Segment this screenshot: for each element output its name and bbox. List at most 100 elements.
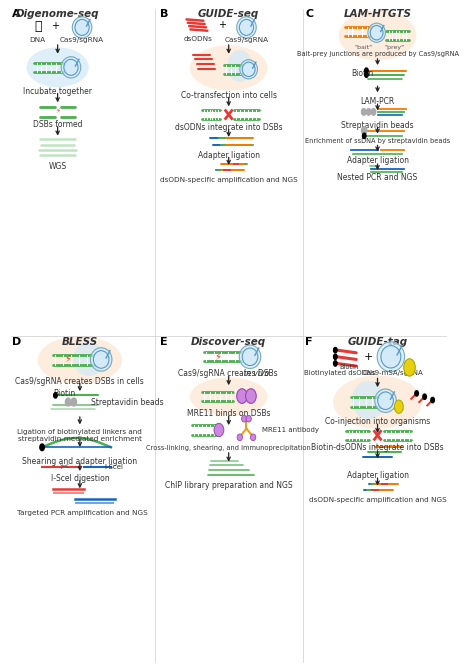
Text: Bait-prey junctions are produced by Cas9/sgRNA: Bait-prey junctions are produced by Cas9… bbox=[297, 52, 458, 57]
Ellipse shape bbox=[239, 19, 254, 36]
Circle shape bbox=[40, 444, 44, 451]
Text: DSBs formed: DSBs formed bbox=[33, 120, 82, 129]
Circle shape bbox=[334, 361, 337, 366]
Text: DNA: DNA bbox=[29, 38, 46, 44]
Ellipse shape bbox=[338, 11, 416, 60]
Text: Adapter ligation: Adapter ligation bbox=[346, 470, 409, 480]
Ellipse shape bbox=[237, 434, 243, 441]
Ellipse shape bbox=[91, 348, 112, 371]
Ellipse shape bbox=[242, 62, 255, 76]
Ellipse shape bbox=[27, 48, 89, 87]
Text: C: C bbox=[305, 9, 313, 19]
Text: A: A bbox=[12, 9, 20, 19]
Text: I-SceI digestion: I-SceI digestion bbox=[51, 474, 109, 483]
Circle shape bbox=[362, 127, 367, 135]
Ellipse shape bbox=[190, 377, 267, 416]
Circle shape bbox=[404, 359, 415, 376]
Text: Co-injection into organisms: Co-injection into organisms bbox=[325, 417, 430, 425]
Ellipse shape bbox=[242, 348, 258, 366]
Ellipse shape bbox=[237, 17, 256, 38]
Text: Biotin: Biotin bbox=[53, 389, 75, 398]
Text: Biotinylated dsODNs: Biotinylated dsODNs bbox=[304, 370, 375, 376]
Ellipse shape bbox=[239, 345, 261, 368]
Ellipse shape bbox=[214, 423, 224, 437]
Ellipse shape bbox=[190, 46, 267, 91]
Ellipse shape bbox=[73, 17, 92, 38]
Text: MRE11: MRE11 bbox=[234, 389, 255, 395]
Text: dsODNs: dsODNs bbox=[183, 36, 212, 42]
Ellipse shape bbox=[64, 59, 78, 75]
Text: "bait": "bait" bbox=[354, 46, 373, 50]
Text: Ligation of biotinylated linkers and
streptavidin-mediated enrichment: Ligation of biotinylated linkers and str… bbox=[18, 429, 142, 442]
Ellipse shape bbox=[73, 342, 104, 376]
Circle shape bbox=[365, 72, 368, 77]
Ellipse shape bbox=[381, 346, 401, 368]
Ellipse shape bbox=[333, 376, 422, 429]
Circle shape bbox=[394, 400, 403, 413]
Text: GUIDE-tag: GUIDE-tag bbox=[347, 337, 408, 347]
Text: GUIDE-seq: GUIDE-seq bbox=[198, 9, 259, 19]
Ellipse shape bbox=[228, 50, 252, 82]
Circle shape bbox=[415, 391, 419, 396]
Text: ⚡: ⚡ bbox=[214, 352, 221, 362]
Text: mSA: mSA bbox=[403, 368, 416, 372]
Text: Digenome-seq: Digenome-seq bbox=[16, 9, 100, 19]
Text: +: + bbox=[218, 19, 226, 30]
Text: D: D bbox=[12, 337, 21, 347]
Text: "prey": "prey" bbox=[384, 46, 404, 50]
Text: +: + bbox=[364, 352, 374, 362]
Text: Cas9/sgRNA creates DSBs: Cas9/sgRNA creates DSBs bbox=[178, 369, 280, 378]
Text: Cross-linking, shearing, and immunoprecipitation: Cross-linking, shearing, and immunopreci… bbox=[146, 445, 311, 451]
Ellipse shape bbox=[375, 389, 396, 413]
Text: Discover-seq: Discover-seq bbox=[191, 337, 266, 347]
Ellipse shape bbox=[237, 389, 247, 403]
Ellipse shape bbox=[61, 56, 81, 78]
Text: +: + bbox=[51, 21, 59, 31]
Text: ⚡: ⚡ bbox=[64, 354, 71, 364]
Text: LAM-HTGTS: LAM-HTGTS bbox=[344, 9, 411, 19]
Ellipse shape bbox=[246, 415, 251, 422]
Circle shape bbox=[71, 398, 77, 406]
Circle shape bbox=[366, 109, 371, 115]
Ellipse shape bbox=[240, 60, 257, 79]
Ellipse shape bbox=[368, 23, 385, 42]
Circle shape bbox=[431, 397, 434, 403]
Circle shape bbox=[363, 134, 366, 138]
Ellipse shape bbox=[377, 342, 404, 372]
Text: Cas9/sgRNA: Cas9/sgRNA bbox=[224, 38, 269, 44]
Ellipse shape bbox=[370, 25, 383, 40]
Text: Adapter ligation: Adapter ligation bbox=[346, 156, 409, 166]
Text: Cas9-mSA/sgRNA: Cas9-mSA/sgRNA bbox=[363, 370, 423, 376]
Circle shape bbox=[65, 398, 71, 406]
Ellipse shape bbox=[93, 351, 109, 368]
Text: dsODNs integrate into DSBs: dsODNs integrate into DSBs bbox=[175, 123, 283, 132]
Text: in vivo: in vivo bbox=[244, 369, 269, 378]
Text: ⚡: ⚡ bbox=[55, 108, 60, 114]
Text: Biotin: Biotin bbox=[351, 69, 373, 79]
Circle shape bbox=[365, 68, 368, 73]
Text: Biotin-dsODNs integrate into DSBs: Biotin-dsODNs integrate into DSBs bbox=[311, 444, 444, 452]
Text: F: F bbox=[305, 337, 313, 347]
Text: mSA: mSA bbox=[393, 407, 404, 411]
Ellipse shape bbox=[250, 434, 256, 441]
Ellipse shape bbox=[352, 380, 385, 419]
Text: 🧬: 🧬 bbox=[34, 19, 41, 33]
Text: I-SceI: I-SceI bbox=[104, 464, 123, 470]
Circle shape bbox=[334, 348, 337, 353]
Circle shape bbox=[54, 393, 57, 398]
Circle shape bbox=[371, 109, 376, 115]
Text: Enrichment of ssDNA by streptavidin beads: Enrichment of ssDNA by streptavidin bead… bbox=[305, 138, 450, 144]
Circle shape bbox=[423, 394, 427, 399]
Text: MRE11 antibody: MRE11 antibody bbox=[262, 427, 319, 433]
Text: Targeted PCR amplification and NGS: Targeted PCR amplification and NGS bbox=[17, 510, 147, 516]
Text: Incubate together: Incubate together bbox=[23, 87, 92, 97]
Ellipse shape bbox=[246, 389, 256, 403]
Text: Shearing and adapter ligation: Shearing and adapter ligation bbox=[22, 456, 137, 466]
Text: Cas9/sgRNA: Cas9/sgRNA bbox=[60, 38, 104, 44]
Ellipse shape bbox=[378, 392, 393, 409]
Text: BLESS: BLESS bbox=[62, 337, 98, 347]
Text: Biotin: Biotin bbox=[340, 364, 359, 370]
Circle shape bbox=[362, 109, 366, 115]
Text: B: B bbox=[160, 9, 168, 19]
Ellipse shape bbox=[242, 415, 247, 422]
